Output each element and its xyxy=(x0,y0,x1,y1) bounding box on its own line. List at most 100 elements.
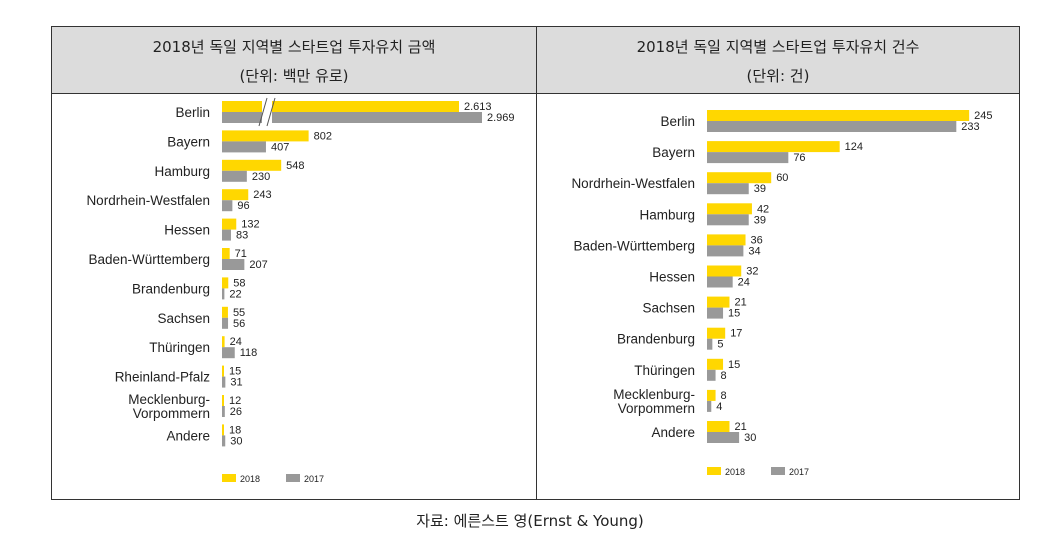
value-label-2018-th-ringen: 15 xyxy=(728,359,740,371)
bar-2017-hessen xyxy=(222,229,231,241)
legend-label-2018: 2018 xyxy=(240,474,260,484)
bar-2018-mecklenburg-vorpommern xyxy=(707,389,716,401)
value-label-2017-sachsen: 15 xyxy=(728,308,740,320)
legend-label-2017: 2017 xyxy=(789,467,809,477)
count-column: 2018년 독일 지역별 스타트업 투자유치 건수 (단위: 건) 245 233… xyxy=(537,27,1019,499)
axis-break-gap xyxy=(262,98,272,126)
value-label-2017-andere: 30 xyxy=(230,435,242,447)
bar-2018-hamburg xyxy=(222,159,282,171)
bar-2017-bayern xyxy=(222,141,266,153)
value-label-2018-nordrhein-westfalen: 243 xyxy=(253,189,271,201)
category-label: Rheinland-Pfalz xyxy=(115,370,211,385)
bar-2017-nordrhein-westfalen xyxy=(222,200,233,212)
bar-2017-andere xyxy=(707,432,740,443)
amount-column: 2018년 독일 지역별 스타트업 투자유치 금액 (단위: 백만 유로) 2.… xyxy=(52,27,537,499)
value-label-2018-bayern: 802 xyxy=(314,130,332,142)
bar-2017-baden-w-rttemberg xyxy=(222,259,245,270)
bar-2018-hamburg xyxy=(707,203,752,215)
bar-2017-rheinland-pfalz xyxy=(222,376,226,388)
value-label-2018-andere: 21 xyxy=(734,421,746,433)
source-note: 자료: 에른스트 영(Ernst & Young) xyxy=(416,512,644,530)
count-chart-subtitle: (단위: 건) xyxy=(746,67,810,85)
value-label-2017-brandenburg: 22 xyxy=(229,288,241,300)
value-label-2017-rheinland-pfalz: 31 xyxy=(230,377,242,389)
value-label-2018-hamburg: 548 xyxy=(286,160,304,172)
value-label-2017-hamburg: 39 xyxy=(754,214,766,226)
legend-label-2018: 2018 xyxy=(725,467,745,477)
value-label-2017-nordrhein-westfalen: 39 xyxy=(754,183,766,195)
comparison-table: 2018년 독일 지역별 스타트업 투자유치 금액 (단위: 백만 유로) 2.… xyxy=(51,26,1020,500)
category-label: Sachsen xyxy=(157,311,210,326)
category-label: Berlin xyxy=(175,105,210,120)
count-header: 2018년 독일 지역별 스타트업 투자유치 건수 (단위: 건) xyxy=(537,27,1019,94)
value-label-2018-baden-w-rttemberg: 36 xyxy=(751,234,763,246)
value-label-2018-bayern: 124 xyxy=(845,141,863,153)
value-label-2018-sachsen: 55 xyxy=(233,307,245,319)
category-label: Mecklenburg- xyxy=(128,392,210,407)
bar-2017-hamburg xyxy=(707,214,749,226)
value-label-2018-andere: 18 xyxy=(229,424,241,436)
legend-swatch-2017 xyxy=(771,467,785,475)
value-label-2018-brandenburg: 58 xyxy=(233,277,245,289)
bar-2018-mecklenburg-vorpommern xyxy=(222,395,224,406)
bar-2018-th-ringen xyxy=(222,336,225,348)
category-label: Andere xyxy=(651,425,695,440)
value-label-2017-hessen: 83 xyxy=(236,230,248,242)
bar-2018-berlin xyxy=(222,101,459,112)
value-label-2018-brandenburg: 17 xyxy=(730,328,742,340)
bar-2017-hamburg xyxy=(222,170,247,182)
bar-2018-brandenburg xyxy=(222,277,229,289)
value-label-2018-berlin: 2.613 xyxy=(464,101,492,113)
bar-2018-baden-w-rttemberg xyxy=(222,248,230,259)
category-label: Bayern xyxy=(652,145,695,160)
bar-2018-hessen xyxy=(222,218,237,230)
value-label-2017-mecklenburg-vorpommern: 26 xyxy=(230,406,242,418)
value-label-2018-sachsen: 21 xyxy=(734,297,746,309)
bar-2018-nordrhein-westfalen xyxy=(707,172,772,184)
bar-2018-hessen xyxy=(707,265,742,277)
amount-chart-title: 2018년 독일 지역별 스타트업 투자유치 금액 xyxy=(152,38,436,56)
legend-swatch-2018 xyxy=(707,467,721,475)
category-label: Nordrhein-Westfalen xyxy=(86,193,210,208)
value-label-2017-brandenburg: 5 xyxy=(717,339,723,351)
category-label: Mecklenburg- xyxy=(613,387,695,402)
bar-2017-hessen xyxy=(707,276,733,288)
value-label-2017-nordrhein-westfalen: 96 xyxy=(237,200,249,212)
value-label-2018-rheinland-pfalz: 15 xyxy=(229,366,241,378)
count-chart-title: 2018년 독일 지역별 스타트업 투자유치 건수 xyxy=(636,38,920,56)
bar-2018-brandenburg xyxy=(707,327,726,339)
value-label-2018-berlin: 245 xyxy=(974,110,992,122)
category-label: Hessen xyxy=(649,270,695,285)
value-label-2018-hessen: 132 xyxy=(241,219,259,231)
category-label: Thüringen xyxy=(634,363,695,378)
legend-swatch-2018 xyxy=(222,474,236,482)
category-label: Sachsen xyxy=(642,301,695,316)
count-bar-chart: 245233Berlin12476Bayern6039Nordrhein-Wes… xyxy=(571,110,993,477)
category-label: Vorpommern xyxy=(618,401,695,416)
bar-2018-th-ringen xyxy=(707,358,724,370)
value-label-2017-baden-w-rttemberg: 207 xyxy=(249,259,267,271)
value-label-2017-andere: 30 xyxy=(744,432,756,444)
category-label: Vorpommern xyxy=(133,406,210,421)
value-label-2017-th-ringen: 8 xyxy=(721,370,727,382)
bar-2017-mecklenburg-vorpommern xyxy=(707,400,712,412)
bar-2017-berlin xyxy=(222,112,482,123)
bar-2017-bayern xyxy=(707,152,789,164)
amount-header: 2018년 독일 지역별 스타트업 투자유치 금액 (단위: 백만 유로) xyxy=(52,27,536,94)
value-label-2017-bayern: 76 xyxy=(793,152,805,164)
axis-break-mark xyxy=(258,97,268,127)
value-label-2017-berlin: 233 xyxy=(961,121,979,133)
category-label: Baden-Württemberg xyxy=(88,252,210,267)
value-label-2018-nordrhein-westfalen: 60 xyxy=(776,172,788,184)
category-label: Hamburg xyxy=(154,164,210,179)
value-label-2017-sachsen: 56 xyxy=(233,318,245,330)
bar-2017-baden-w-rttemberg xyxy=(707,245,744,257)
bar-2018-andere xyxy=(707,421,730,432)
bar-2018-bayern xyxy=(707,141,840,153)
value-label-2017-th-ringen: 118 xyxy=(240,347,258,359)
category-label: Brandenburg xyxy=(132,281,210,296)
value-label-2018-baden-w-rttemberg: 71 xyxy=(235,248,247,260)
bar-2018-bayern xyxy=(222,130,309,142)
value-label-2017-baden-w-rttemberg: 34 xyxy=(748,245,760,257)
